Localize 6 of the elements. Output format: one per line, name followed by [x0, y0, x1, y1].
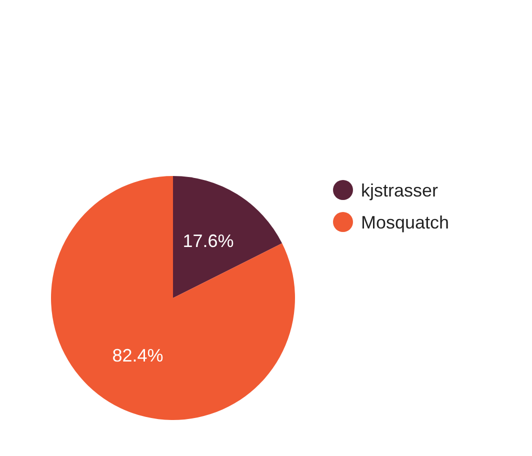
data-label: 17.6%: [182, 231, 234, 252]
pie-slice: [51, 176, 295, 420]
pie-slice: [173, 176, 282, 298]
data-label: 82.4%: [112, 345, 164, 366]
legend-label: kjstrasser: [361, 180, 438, 200]
legend-label: Mosquatch: [361, 212, 450, 232]
